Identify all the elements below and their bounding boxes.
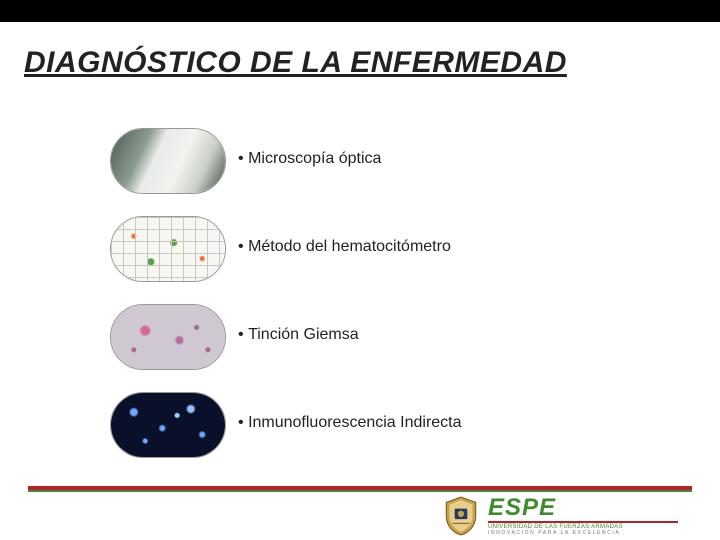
- item-text: Tinción Giemsa: [248, 326, 359, 343]
- list-item: • Inmunofluorescencia Indirecta: [110, 392, 580, 458]
- thumb-image: [110, 216, 226, 282]
- item-label: • Inmunofluorescencia Indirecta: [238, 414, 462, 432]
- item-label: • Método del hematocitómetro: [238, 238, 451, 256]
- diagnostic-methods-list: • Microscopía óptica • Método del hemato…: [110, 128, 580, 480]
- espe-wordmark: ESPE: [488, 496, 678, 520]
- lab-microscope-photo: [111, 129, 225, 193]
- footer-rule-green: [28, 490, 692, 492]
- item-label: • Tinción Giemsa: [238, 326, 359, 344]
- arrow-tip-icon: [564, 224, 582, 274]
- bullet-icon: •: [238, 414, 244, 431]
- immunofluorescence-photo: [111, 393, 225, 457]
- list-item: • Microscopía óptica: [110, 128, 580, 194]
- hemocytometer-diagram: [111, 217, 225, 281]
- slide-title: DIAGNÓSTICO DE LA ENFERMEDAD: [24, 46, 567, 80]
- bullet-icon: •: [238, 326, 244, 343]
- list-item: • Método del hematocitómetro: [110, 216, 580, 282]
- item-text: Método del hematocitómetro: [248, 238, 451, 255]
- giemsa-stain-photo: [111, 305, 225, 369]
- espe-motto: INNOVACIÓN PARA LA EXCELENCIA: [488, 531, 678, 536]
- espe-logo: ESPE UNIVERSIDAD DE LAS FUERZAS ARMADAS …: [440, 494, 690, 538]
- item-label: • Microscopía óptica: [238, 150, 381, 168]
- list-item: • Tinción Giemsa: [110, 304, 580, 370]
- item-text: Inmunofluorescencia Indirecta: [248, 414, 461, 431]
- arrow-tip-icon: [564, 400, 582, 450]
- arrow-tip-icon: [564, 312, 582, 362]
- bullet-icon: •: [238, 150, 244, 167]
- arrow-tip-icon: [564, 136, 582, 186]
- shield-icon: [440, 495, 482, 537]
- top-accent-bar: [0, 0, 720, 22]
- espe-text-block: ESPE UNIVERSIDAD DE LAS FUERZAS ARMADAS …: [488, 496, 678, 536]
- item-text: Microscopía óptica: [248, 150, 381, 167]
- slide: DIAGNÓSTICO DE LA ENFERMEDAD • Microscop…: [0, 0, 720, 540]
- thumb-image: [110, 392, 226, 458]
- thumb-image: [110, 304, 226, 370]
- espe-rule: [488, 521, 678, 523]
- footer-rule: [0, 486, 720, 492]
- bullet-icon: •: [238, 238, 244, 255]
- thumb-image: [110, 128, 226, 194]
